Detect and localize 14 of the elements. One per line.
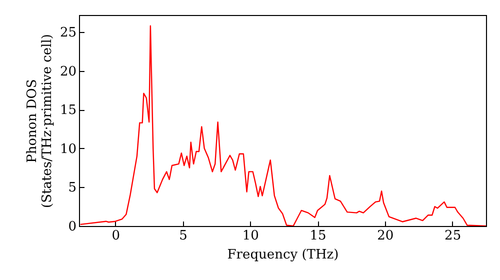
x-axis-title: Frequency (THz) <box>227 248 339 262</box>
y-tick-label: 15 <box>60 103 76 118</box>
x-tick-label: 20 <box>377 228 394 244</box>
x-tick-label: 25 <box>444 228 462 244</box>
y-axis-title: Phonon DOS (States/THz·primitive cell) <box>24 34 55 208</box>
y-tick-label: 25 <box>60 26 76 41</box>
x-tick-label: 5 <box>179 228 188 244</box>
x-tick-label: 15 <box>310 228 326 244</box>
y-tick-label: 10 <box>60 142 76 157</box>
x-tick-label: 0 <box>112 228 120 244</box>
y-tick-label: 5 <box>68 180 76 196</box>
line-series <box>80 25 486 226</box>
x-tick-label: 10 <box>242 228 259 244</box>
y-tick-label: 20 <box>60 64 76 80</box>
